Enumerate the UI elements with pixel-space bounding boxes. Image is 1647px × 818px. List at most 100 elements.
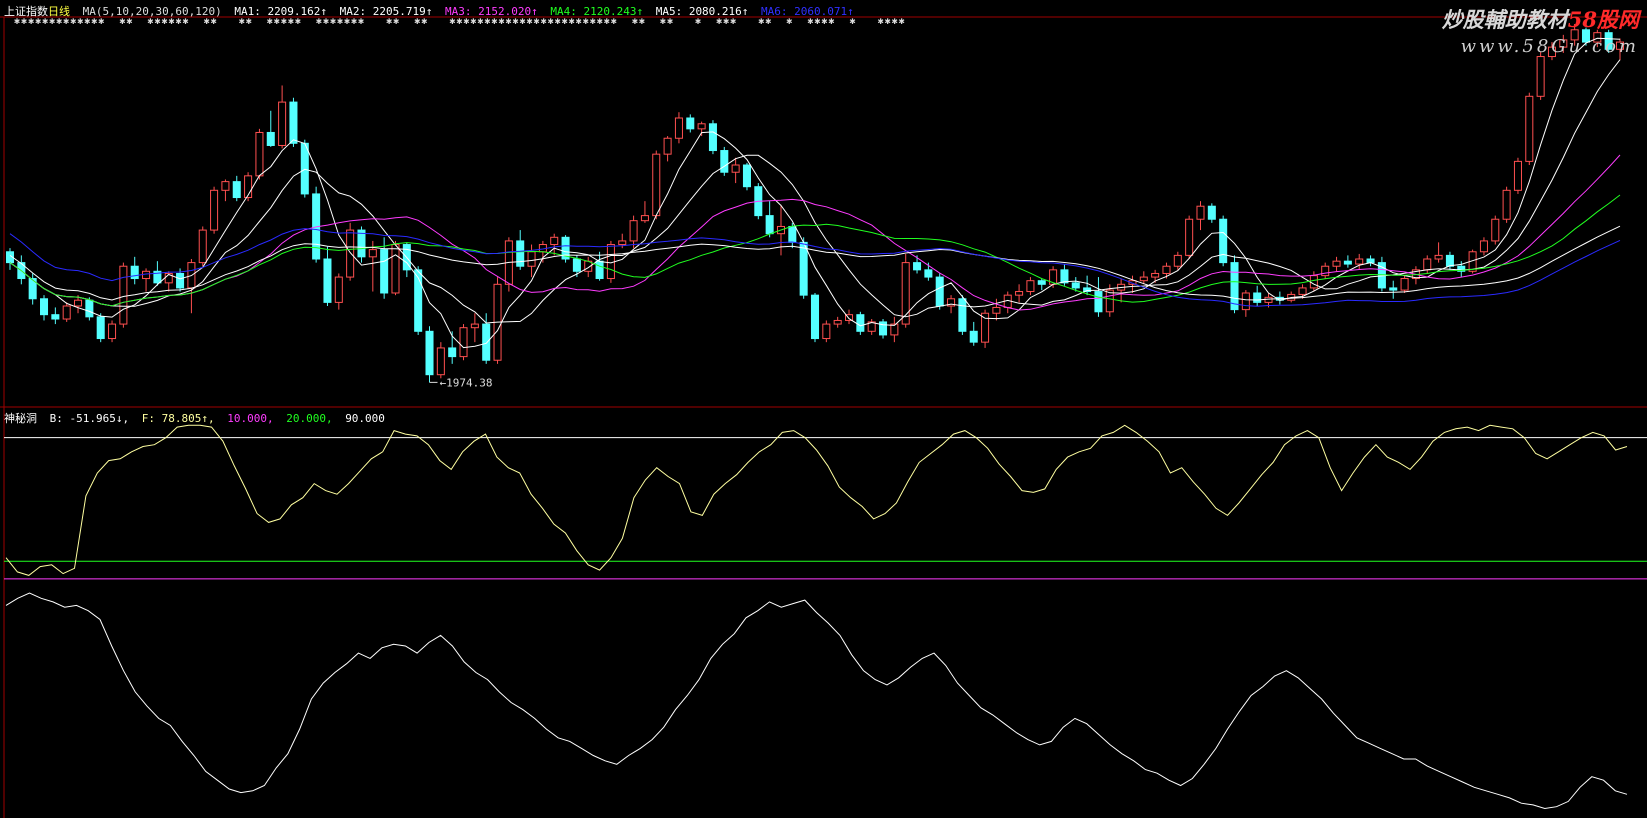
candle-body <box>85 299 94 318</box>
ma-line-60 <box>9 225 1621 301</box>
candle-body <box>28 278 37 300</box>
candle-body <box>1230 262 1239 311</box>
ma4-value: MA4: 2120.243↑ <box>550 5 644 18</box>
candle-body <box>674 117 683 139</box>
candle-body <box>788 225 797 243</box>
candle-body <box>1309 275 1318 289</box>
ma-line-10 <box>9 59 1621 324</box>
candle-body <box>346 229 355 278</box>
candle-body <box>380 249 389 294</box>
candle-body <box>1173 254 1182 267</box>
candle-body <box>39 298 49 316</box>
candle-body <box>686 117 695 130</box>
candle-body <box>913 262 922 271</box>
candle-body <box>142 270 151 280</box>
candle-body <box>550 236 559 246</box>
candle-body <box>618 240 627 246</box>
candle-body <box>981 312 990 343</box>
candle-body <box>391 244 400 294</box>
candle-body <box>255 131 264 177</box>
candle-body <box>799 241 808 296</box>
candle-body <box>334 276 343 303</box>
candle-body <box>1332 260 1341 267</box>
candle-body <box>278 101 287 146</box>
candle-body <box>1060 269 1069 284</box>
candle-body <box>1513 160 1522 191</box>
candle-body <box>867 321 876 332</box>
candle-body <box>844 314 854 321</box>
candle-body <box>595 260 604 280</box>
candle-body <box>958 298 967 332</box>
candle-body <box>1185 218 1194 256</box>
candle-body <box>448 347 457 358</box>
ma6-value: MA6: 2060.071↑ <box>761 5 854 18</box>
candle-body <box>969 330 978 343</box>
main-chart-header: 上证指数日线 MA(5,10,20,30,60,120) MA1: 2209.1… <box>4 3 860 19</box>
candle-body <box>810 294 820 340</box>
candle-body <box>436 347 445 376</box>
candle-body <box>130 265 139 280</box>
candle-body <box>731 164 740 173</box>
ma-params: MA(5,10,20,30,60,120) <box>82 5 222 18</box>
candle-body <box>1559 39 1568 48</box>
candle-body <box>879 321 888 336</box>
candle-body <box>232 181 241 199</box>
candle-body <box>1389 287 1398 291</box>
ma-line-5 <box>9 37 1621 349</box>
candle-body <box>1083 287 1092 293</box>
candle-body <box>1479 240 1488 253</box>
candle-body <box>1128 280 1137 285</box>
candle-body <box>1615 41 1625 50</box>
candle-body <box>1264 296 1273 303</box>
candle-body <box>300 142 309 195</box>
candle-body <box>652 153 661 217</box>
candle-body <box>947 298 956 307</box>
candle-body <box>198 229 207 264</box>
candle-body <box>357 229 366 258</box>
level-90-label: 90.000 <box>345 412 385 425</box>
indicator-line-f <box>5 424 1628 576</box>
indicator-b-value: B: -51.965↓, <box>49 412 130 425</box>
candle-body <box>1139 276 1148 282</box>
signal-marks-row: ✱✱✱✱✱✱✱✱✱✱✱✱✱ ✱✱ ✱✱✱✱✱✱ ✱✱ ✱✱ ✱✱✱✱✱ ✱✱✱✱… <box>0 16 906 27</box>
candle-body <box>1525 95 1534 162</box>
candle-body <box>266 131 275 146</box>
level-20-label: 20.000, <box>286 412 333 425</box>
indicator-name: 神秘洞 <box>4 412 37 425</box>
candle-body <box>1026 280 1035 293</box>
candle-body <box>1423 258 1432 271</box>
candle-body <box>572 258 581 272</box>
watermark-url: www.58Gu.com <box>1460 36 1639 57</box>
candle-body <box>1253 292 1262 303</box>
candle-body <box>720 150 729 173</box>
candle-body <box>1434 254 1443 260</box>
candle-body <box>459 327 468 358</box>
candle-body <box>425 330 434 376</box>
candle-body <box>1094 291 1103 313</box>
candle-body <box>210 189 219 231</box>
candle-body <box>516 240 525 267</box>
candle-body <box>697 123 706 130</box>
candle-body <box>1321 265 1330 277</box>
candle-body <box>62 305 71 320</box>
candle-body <box>51 314 60 320</box>
candle-body <box>527 251 536 267</box>
candle-body <box>833 319 842 325</box>
candle-body <box>856 314 865 332</box>
candle-body <box>1151 272 1160 278</box>
candle-body <box>1581 29 1591 43</box>
candle-body <box>96 316 105 340</box>
candle-body <box>470 323 479 329</box>
candle-body <box>890 323 899 336</box>
candle-body <box>74 299 83 307</box>
candle-body <box>1207 205 1216 220</box>
indicator-line-b <box>5 592 1628 810</box>
candle-body <box>221 181 230 191</box>
candle-body <box>1355 258 1364 265</box>
period-label: 日线 <box>48 5 70 18</box>
candle-body <box>1298 287 1307 295</box>
candle-body <box>663 137 672 155</box>
candle-body <box>1037 280 1046 285</box>
ma2-value: MA2: 2205.719↑ <box>339 5 433 18</box>
